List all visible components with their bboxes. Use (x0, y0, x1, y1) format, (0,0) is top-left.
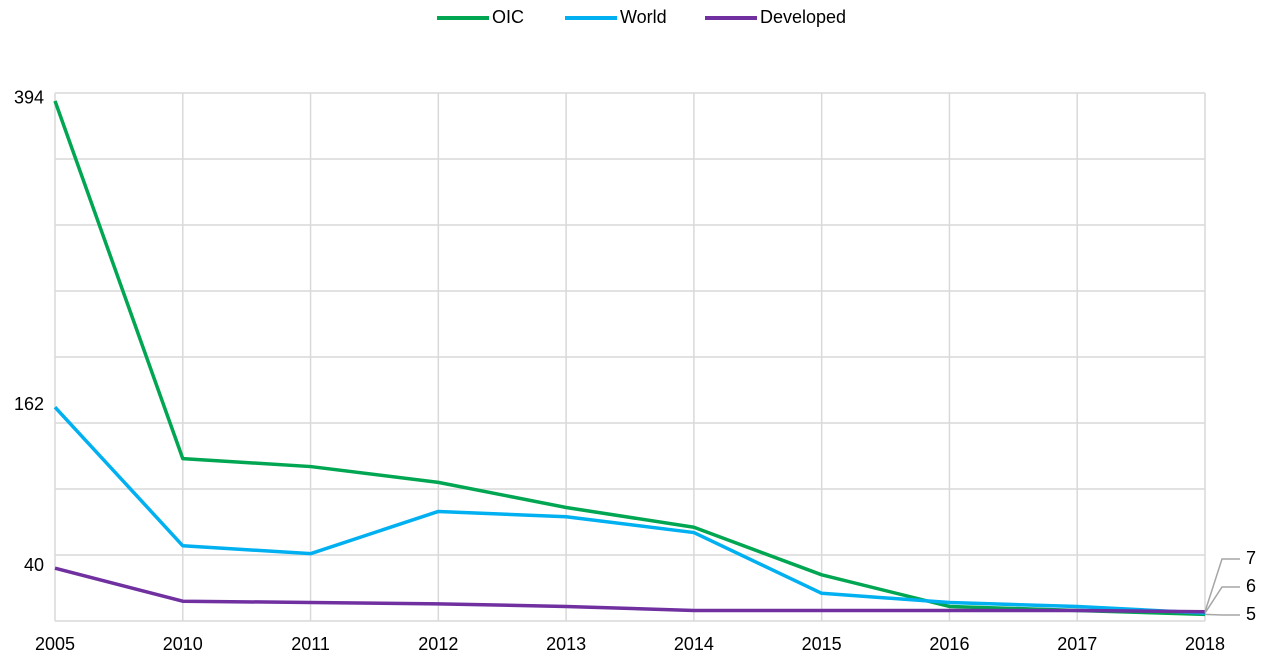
x-tick-label: 2011 (291, 634, 330, 654)
leader-line (1204, 586, 1240, 614)
legend-label: World (620, 7, 667, 27)
x-tick-label: 2018 (1185, 634, 1225, 654)
x-tick-label: 2015 (802, 634, 842, 654)
x-tick-label: 2016 (929, 634, 969, 654)
data-label: 394 (14, 88, 44, 108)
data-label: 5 (1246, 604, 1256, 624)
data-label: 162 (14, 394, 44, 414)
x-tick-label: 2012 (418, 634, 458, 654)
x-tick-label: 2017 (1057, 634, 1097, 654)
line (53, 405, 1206, 615)
legend-label: Developed (760, 7, 846, 27)
x-tick-label: 2014 (674, 634, 714, 654)
line (53, 100, 1206, 617)
x-tick-label: 2010 (163, 634, 203, 654)
data-label: 6 (1246, 576, 1256, 596)
x-tick-label: 2005 (35, 634, 75, 654)
leader-line (1204, 558, 1240, 612)
x-tick-label: 2013 (546, 634, 586, 654)
leader-line (1204, 613, 1240, 616)
line (54, 566, 1206, 614)
data-label: 7 (1246, 548, 1256, 568)
legend-label: OIC (492, 7, 524, 27)
data-label: 40 (24, 555, 44, 575)
